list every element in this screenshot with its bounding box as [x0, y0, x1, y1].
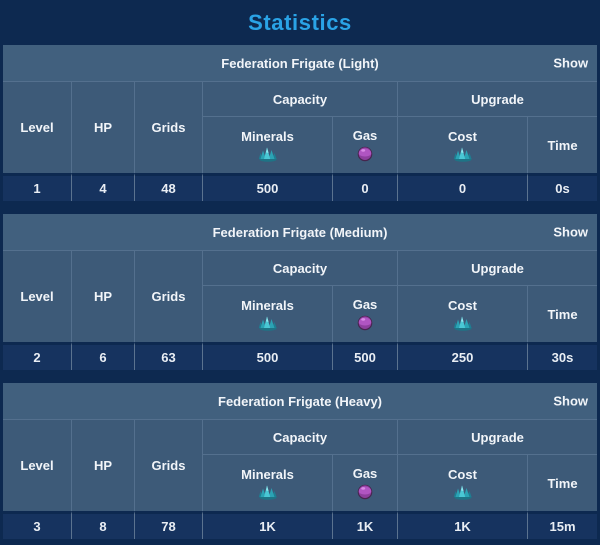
- cell-level: 3: [3, 511, 72, 539]
- minerals-crystal-icon: [258, 147, 278, 162]
- table-title: Federation Frigate (Heavy): [218, 393, 383, 409]
- cost-crystal-icon: [453, 485, 473, 500]
- group-header-row: Level HP Grids Capacity Upgrade: [3, 420, 598, 511]
- gas-orb-icon: [357, 146, 373, 162]
- show-toggle[interactable]: Show: [553, 224, 589, 240]
- data-row: 2 6 63 500 500 250 30s: [3, 342, 598, 370]
- col-header-hp: HP: [72, 251, 135, 342]
- stats-table-medium: Federation Frigate (Medium) Show Level H…: [3, 214, 598, 370]
- col-header-hp: HP: [72, 82, 135, 173]
- group-header-row: Level HP Grids Capacity Upgrade: [3, 82, 598, 173]
- cell-time: 0s: [528, 173, 598, 201]
- col-header-gas: Gas: [333, 117, 398, 173]
- col-header-minerals: Minerals: [203, 455, 333, 511]
- cost-crystal-icon: [453, 147, 473, 162]
- col-header-time: Time: [528, 286, 598, 342]
- cell-hp: 6: [72, 342, 135, 370]
- gas-label: Gas: [352, 297, 378, 312]
- col-header-time: Time: [528, 117, 598, 173]
- cell-gas: 500: [333, 342, 398, 370]
- col-group-capacity: Capacity: [203, 82, 398, 117]
- col-group-upgrade: Upgrade: [398, 251, 598, 286]
- sub-header-row: Minerals Gas Cost Time: [3, 455, 598, 511]
- cell-grids: 63: [135, 342, 203, 370]
- col-header-minerals: Minerals: [203, 117, 333, 173]
- cell-minerals: 500: [203, 173, 333, 201]
- table-title-row: Federation Frigate (Medium) Show: [3, 214, 598, 251]
- col-header-cost: Cost: [398, 455, 528, 511]
- col-group-capacity: Capacity: [203, 420, 398, 455]
- stats-table-heavy: Federation Frigate (Heavy) Show Level HP…: [3, 383, 598, 539]
- col-header-grids: Grids: [135, 420, 203, 511]
- cell-cost: 1K: [398, 511, 528, 539]
- cell-hp: 8: [72, 511, 135, 539]
- table-title-row: Federation Frigate (Heavy) Show: [3, 383, 598, 420]
- sub-header-row: Minerals Gas Cost Time: [3, 286, 598, 342]
- cost-crystal-icon: [453, 316, 473, 331]
- minerals-label: Minerals: [241, 466, 294, 482]
- cell-hp: 4: [72, 173, 135, 201]
- minerals-crystal-icon: [258, 316, 278, 331]
- cell-grids: 48: [135, 173, 203, 201]
- col-header-time: Time: [528, 455, 598, 511]
- cell-time: 30s: [528, 342, 598, 370]
- col-header-gas: Gas: [333, 455, 398, 511]
- cost-label: Cost: [448, 297, 477, 313]
- col-group-upgrade: Upgrade: [398, 420, 598, 455]
- cell-cost: 0: [398, 173, 528, 201]
- col-header-cost: Cost: [398, 286, 528, 342]
- cell-level: 1: [3, 173, 72, 201]
- minerals-label: Minerals: [241, 128, 294, 144]
- cost-label: Cost: [448, 466, 477, 482]
- col-header-level: Level: [3, 82, 72, 173]
- gas-orb-icon: [357, 484, 373, 500]
- col-header-hp: HP: [72, 420, 135, 511]
- cell-grids: 78: [135, 511, 203, 539]
- show-toggle[interactable]: Show: [553, 393, 589, 409]
- col-header-minerals: Minerals: [203, 286, 333, 342]
- col-group-upgrade: Upgrade: [398, 82, 598, 117]
- sub-header-row: Minerals Gas Cost Time: [3, 117, 598, 173]
- minerals-label: Minerals: [241, 297, 294, 313]
- col-header-cost: Cost: [398, 117, 528, 173]
- table-title: Federation Frigate (Light): [221, 55, 379, 71]
- data-row: 3 8 78 1K 1K 1K 15m: [3, 511, 598, 539]
- gas-label: Gas: [352, 128, 378, 143]
- gas-orb-icon: [357, 315, 373, 331]
- cost-label: Cost: [448, 128, 477, 144]
- cell-minerals: 1K: [203, 511, 333, 539]
- page-title: Statistics: [248, 9, 352, 35]
- table-title-row: Federation Frigate (Light) Show: [3, 45, 598, 82]
- cell-gas: 0: [333, 173, 398, 201]
- col-header-gas: Gas: [333, 286, 398, 342]
- minerals-crystal-icon: [258, 485, 278, 500]
- col-header-grids: Grids: [135, 82, 203, 173]
- stats-table-light: Federation Frigate (Light) Show Level HP…: [3, 45, 598, 201]
- col-header-grids: Grids: [135, 251, 203, 342]
- cell-cost: 250: [398, 342, 528, 370]
- table-title: Federation Frigate (Medium): [212, 224, 388, 240]
- col-group-capacity: Capacity: [203, 251, 398, 286]
- cell-gas: 1K: [333, 511, 398, 539]
- gas-label: Gas: [352, 466, 378, 481]
- cell-minerals: 500: [203, 342, 333, 370]
- col-header-level: Level: [3, 420, 72, 511]
- data-row: 1 4 48 500 0 0 0s: [3, 173, 598, 201]
- cell-level: 2: [3, 342, 72, 370]
- col-header-level: Level: [3, 251, 72, 342]
- show-toggle[interactable]: Show: [553, 55, 589, 71]
- group-header-row: Level HP Grids Capacity Upgrade: [3, 251, 598, 342]
- cell-time: 15m: [528, 511, 598, 539]
